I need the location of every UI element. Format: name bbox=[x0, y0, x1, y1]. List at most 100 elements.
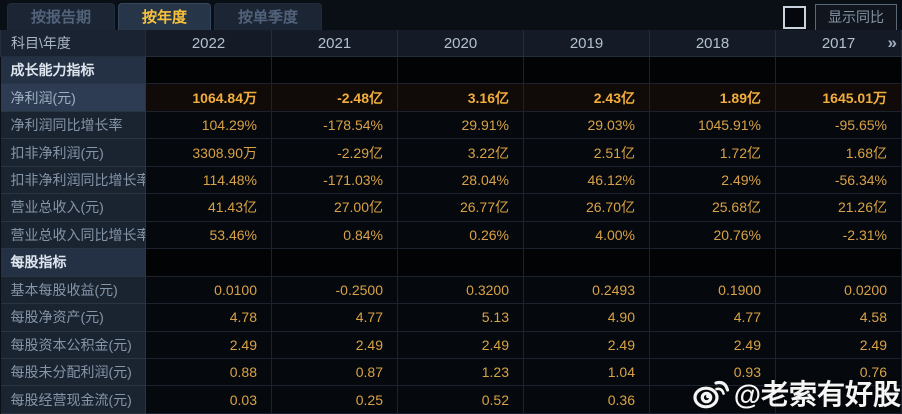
cell: 0.93 bbox=[649, 357, 776, 387]
section-row: 成长能力指标 bbox=[0, 55, 902, 85]
cell bbox=[523, 248, 650, 277]
tab-by-year[interactable]: 按年度 bbox=[118, 3, 212, 30]
cell: 4.77 bbox=[271, 303, 398, 332]
cell: -2.48亿 bbox=[271, 83, 398, 112]
cell bbox=[649, 385, 776, 414]
show-yoy-checkbox[interactable] bbox=[783, 6, 806, 29]
cell: 0.87 bbox=[271, 357, 398, 387]
table-row: 营业总收入同比增长率 53.46% 0.84% 0.26% 4.00% 20.7… bbox=[0, 220, 902, 250]
yoy-controls: 显示同比 bbox=[783, 4, 897, 31]
cell bbox=[145, 55, 272, 85]
cell: 1.68亿 bbox=[775, 138, 902, 167]
cell bbox=[523, 55, 650, 85]
year-header-2018: 2018 bbox=[649, 30, 776, 57]
cell: 1064.84万 bbox=[145, 83, 272, 112]
row-label: 每股指标 bbox=[0, 248, 146, 277]
cell: -2.31% bbox=[775, 220, 902, 250]
cell: 0.76 bbox=[775, 357, 902, 387]
cell: 3308.90万 bbox=[145, 138, 272, 167]
cell: 0.3200 bbox=[397, 275, 524, 305]
row-label: 扣非净利润(元) bbox=[0, 138, 146, 167]
cell: 46.12% bbox=[523, 165, 650, 195]
cell: 0.26% bbox=[397, 220, 524, 250]
cell bbox=[271, 55, 398, 85]
row-label: 每股资本公积金(元) bbox=[0, 330, 146, 359]
table-row: 每股未分配利润(元) 0.88 0.87 1.23 1.04 0.93 0.76 bbox=[0, 357, 902, 387]
cell bbox=[775, 248, 902, 277]
table-row: 营业总收入(元) 41.43亿 27.00亿 26.77亿 26.70亿 25.… bbox=[0, 193, 902, 222]
cell: 0.84% bbox=[271, 220, 398, 250]
cell: 4.78 bbox=[145, 303, 272, 332]
cell bbox=[145, 248, 272, 277]
cell bbox=[397, 248, 524, 277]
more-years-icon[interactable]: » bbox=[887, 33, 898, 52]
cell: 2.49 bbox=[271, 330, 398, 359]
cell: -0.2500 bbox=[271, 275, 398, 305]
row-label: 净利润(元) bbox=[0, 83, 146, 112]
cell bbox=[397, 55, 524, 85]
cell: -2.29亿 bbox=[271, 138, 398, 167]
cell: 29.91% bbox=[397, 110, 524, 140]
year-header-2022: 2022 bbox=[145, 30, 272, 57]
cell: 4.77 bbox=[649, 303, 776, 332]
cell: 1.04 bbox=[523, 357, 650, 387]
cell: 2.49 bbox=[775, 330, 902, 359]
row-label: 营业总收入(元) bbox=[0, 193, 146, 222]
cell: 2.49 bbox=[397, 330, 524, 359]
table-row: 基本每股收益(元) 0.0100 -0.2500 0.3200 0.2493 0… bbox=[0, 275, 902, 305]
table-row: 每股经营现金流(元) 0.03 0.25 0.52 0.36 bbox=[0, 385, 902, 414]
row-label: 每股净资产(元) bbox=[0, 303, 146, 332]
cell: 2.49 bbox=[145, 330, 272, 359]
cell: 41.43亿 bbox=[145, 193, 272, 222]
cell: 2.43亿 bbox=[523, 83, 650, 112]
row-label: 扣非净利润同比增长率 bbox=[0, 165, 146, 195]
cell: -56.34% bbox=[775, 165, 902, 195]
cell: 1.23 bbox=[397, 357, 524, 387]
cell bbox=[649, 55, 776, 85]
cell: 0.52 bbox=[397, 385, 524, 414]
cell bbox=[271, 248, 398, 277]
tab-by-report-period[interactable]: 按报告期 bbox=[7, 3, 116, 30]
row-label: 营业总收入同比增长率 bbox=[0, 220, 146, 250]
table-row: 扣非净利润同比增长率 114.48% -171.03% 28.04% 46.12… bbox=[0, 165, 902, 195]
cell: 0.25 bbox=[271, 385, 398, 414]
cell: 0.0200 bbox=[775, 275, 902, 305]
cell bbox=[775, 55, 902, 85]
cell: 0.03 bbox=[145, 385, 272, 414]
cell: 4.58 bbox=[775, 303, 902, 332]
year-header-label: 2017 bbox=[821, 34, 856, 52]
financial-table: 科目\年度 2022 2021 2020 2019 2018 2017 » 成长… bbox=[0, 30, 902, 414]
cell: 0.36 bbox=[523, 385, 650, 414]
cell: 104.29% bbox=[145, 110, 272, 140]
cell: 3.16亿 bbox=[397, 83, 524, 112]
table-row: 每股净资产(元) 4.78 4.77 5.13 4.90 4.77 4.58 bbox=[0, 303, 902, 332]
cell: -95.65% bbox=[775, 110, 902, 140]
cell bbox=[649, 248, 776, 277]
cell: 0.0100 bbox=[145, 275, 272, 305]
year-header-2021: 2021 bbox=[271, 30, 398, 57]
cell: 26.70亿 bbox=[523, 193, 650, 222]
tab-by-single-quarter[interactable]: 按单季度 bbox=[214, 3, 323, 30]
show-yoy-button[interactable]: 显示同比 bbox=[815, 4, 897, 31]
cell: 25.68亿 bbox=[649, 193, 776, 222]
year-header-2019: 2019 bbox=[523, 30, 650, 57]
cell: 1.72亿 bbox=[649, 138, 776, 167]
cell: 3.22亿 bbox=[397, 138, 524, 167]
cell: -171.03% bbox=[271, 165, 398, 195]
period-tab-bar: 按报告期 按年度 按单季度 显示同比 bbox=[0, 0, 902, 31]
cell bbox=[775, 385, 902, 414]
cell: 4.00% bbox=[523, 220, 650, 250]
year-header-2020: 2020 bbox=[397, 30, 524, 57]
cell: 114.48% bbox=[145, 165, 272, 195]
row-label: 净利润同比增长率 bbox=[0, 110, 146, 140]
cell: 27.00亿 bbox=[271, 193, 398, 222]
cell: 2.51亿 bbox=[523, 138, 650, 167]
table-row: 扣非净利润(元) 3308.90万 -2.29亿 3.22亿 2.51亿 1.7… bbox=[0, 138, 902, 167]
table-row: 净利润(元) 1064.84万 -2.48亿 3.16亿 2.43亿 1.89亿… bbox=[0, 83, 902, 112]
cell: 2.49 bbox=[649, 330, 776, 359]
row-label: 成长能力指标 bbox=[0, 55, 146, 85]
row-label: 每股未分配利润(元) bbox=[0, 357, 146, 387]
row-label: 基本每股收益(元) bbox=[0, 275, 146, 305]
section-row: 每股指标 bbox=[0, 248, 902, 277]
